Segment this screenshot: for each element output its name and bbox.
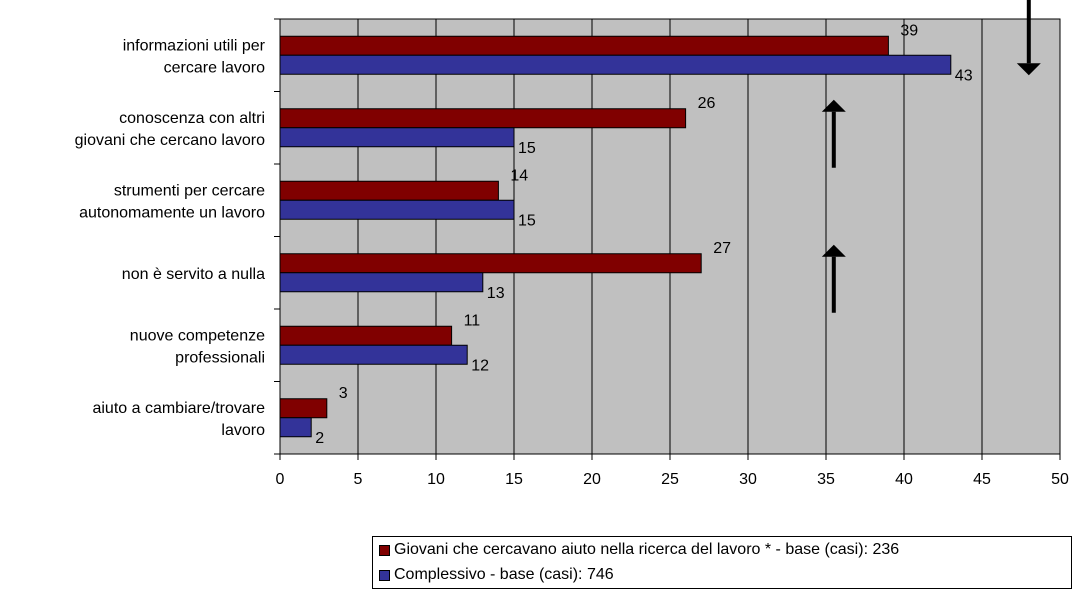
value-label-1-3: 27 [713,240,731,257]
value-label-2-0: 43 [955,67,973,84]
value-label-2-1: 15 [518,140,536,157]
legend-item-series-1: Giovani che cercavano aiuto nella ricerc… [379,541,899,559]
x-tick-label-9: 45 [973,471,991,488]
legend: Giovani che cercavano aiuto nella ricerc… [372,536,1072,589]
value-label-1-0: 39 [900,22,918,39]
bar-1-5 [279,398,328,419]
x-tick-label-1: 5 [354,471,363,488]
arrow-up-icon-1 [821,99,846,112]
arrow-up-icon-2 [821,244,846,257]
legend-item-series-2: Complessivo - base (casi): 746 [379,566,614,584]
bar-1-3 [279,253,702,274]
x-tick-label-10: 50 [1051,471,1069,488]
x-tick-label-5: 25 [661,471,679,488]
legend-label-series-2: Complessivo - base (casi): 746 [394,566,614,583]
bar-2-2 [279,199,515,220]
category-label-1-line-0: conoscenza con altri [119,110,265,127]
legend-swatch-series-2 [379,569,390,581]
x-tick-label-8: 40 [895,471,913,488]
category-label-1-line-1: giovani che cercano lavoro [75,132,265,149]
category-label-5-line-1: lavoro [221,422,265,439]
category-label-4-line-0: nuove competenze [130,327,265,344]
bar-chart: 0 5 10 15 20 25 30 35 40 45 50 39 43 informazioni uti… [75,0,1069,488]
x-tick-label-0: 0 [276,471,285,488]
x-tick-label-2: 10 [427,471,445,488]
arrow-down-icon-0 [1016,63,1041,76]
value-label-1-1: 26 [698,95,716,112]
category-label-0-line-0: informazioni utili per [123,37,266,54]
value-label-2-3: 13 [487,285,505,302]
x-tick-label-3: 15 [505,471,523,488]
bar-1-0 [279,35,889,56]
category-label-2-line-1: autonomamente un lavoro [79,204,265,221]
value-label-2-5: 2 [315,430,324,447]
bar-1-1 [279,108,687,129]
value-label-2-4: 12 [471,357,489,374]
bar-2-1 [279,127,515,148]
value-label-2-2: 15 [518,212,536,229]
category-label-3-line-0: non è servito a nulla [122,266,265,283]
value-label-1-5: 3 [339,385,348,402]
bar-1-4 [279,325,453,346]
category-label-5-line-0: aiuto a cambiare/trovare [92,400,265,417]
bar-1-2 [279,180,499,201]
bar-2-5 [279,417,312,438]
category-label-2-line-0: strumenti per cercare [114,182,265,199]
x-tick-label-4: 20 [583,471,601,488]
legend-label-series-1: Giovani che cercavano aiuto nella ricerc… [394,541,900,558]
legend-swatch-series-1 [379,544,390,556]
value-label-1-2: 14 [510,167,528,184]
x-tick-label-7: 35 [817,471,835,488]
bar-2-4 [279,344,468,365]
bar-2-3 [279,272,484,293]
value-label-1-4: 11 [464,312,481,329]
bar-2-0 [279,54,952,75]
x-tick-label-6: 30 [739,471,757,488]
category-label-0-line-1: cercare lavoro [164,59,265,76]
category-label-4-line-1: professionali [175,349,265,366]
